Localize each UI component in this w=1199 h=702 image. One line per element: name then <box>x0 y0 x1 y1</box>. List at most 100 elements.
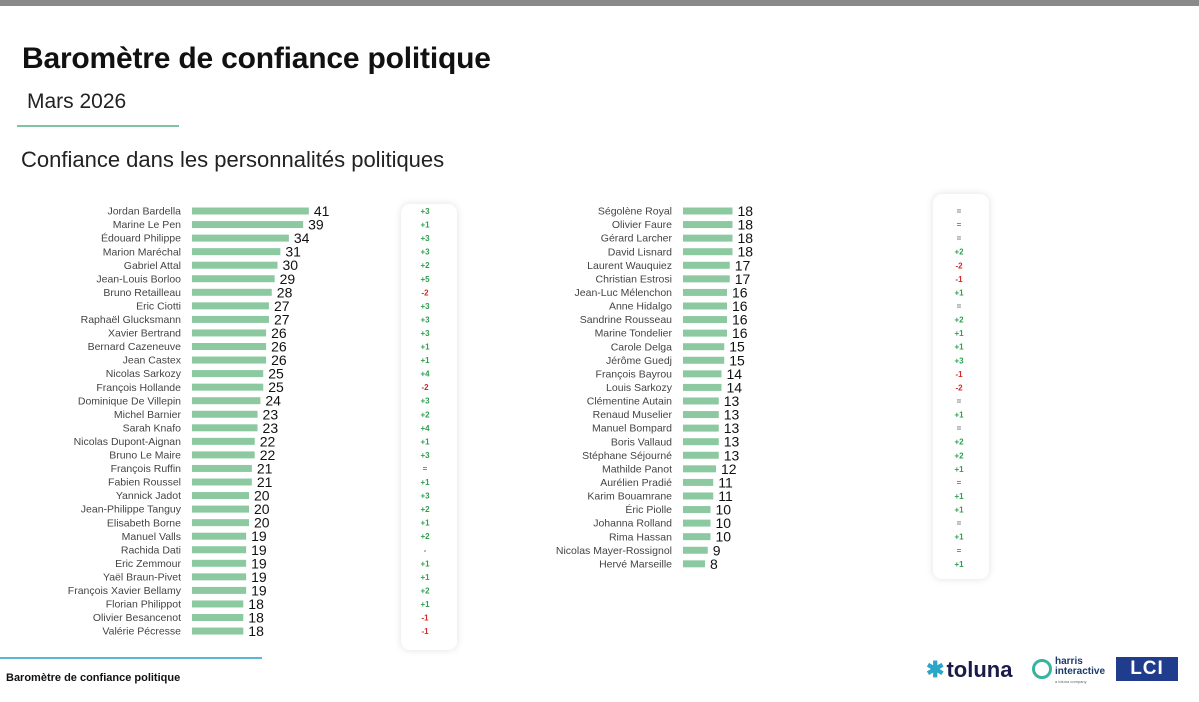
bar <box>192 302 269 310</box>
change-label: -1 <box>955 275 963 284</box>
harris-logo-line1: harris <box>1055 656 1083 667</box>
change-label: = <box>957 424 962 433</box>
top-bar <box>0 0 1199 6</box>
bar <box>683 492 714 500</box>
change-label: +2 <box>420 261 430 270</box>
bar-value-label: 18 <box>738 217 754 233</box>
bar-category-label: Jean Castex <box>123 355 182 367</box>
bar <box>683 478 714 486</box>
bar-category-label: Yannick Jadot <box>116 490 181 502</box>
bar <box>683 288 727 296</box>
change-label: +3 <box>420 492 430 501</box>
change-label: +3 <box>420 315 430 324</box>
bar <box>683 411 719 419</box>
bar-category-label: François Xavier Bellamy <box>68 585 182 597</box>
bar-value-label: 17 <box>735 271 751 287</box>
bar <box>683 506 711 514</box>
bar-value-label: 20 <box>254 501 270 517</box>
bar <box>683 343 725 351</box>
change-label: +1 <box>420 343 430 352</box>
bar-value-label: 18 <box>248 610 264 626</box>
bar-category-label: François Bayrou <box>596 368 673 380</box>
change-label: -1 <box>421 614 429 623</box>
change-label: +4 <box>420 370 430 379</box>
change-label: +3 <box>420 207 430 216</box>
toluna-logo: ✱toluna <box>926 657 1012 683</box>
change-label: - <box>424 546 427 555</box>
change-label: = <box>957 234 962 243</box>
bar <box>192 397 261 405</box>
bar-category-label: Dominique De Villepin <box>78 395 181 407</box>
change-label: = <box>957 207 962 216</box>
toluna-star-icon: ✱ <box>926 657 945 682</box>
bar <box>683 329 727 337</box>
change-label: +2 <box>420 586 430 595</box>
bar <box>683 438 719 446</box>
harris-interactive-logo: harris interactive a toluna company <box>1032 657 1112 687</box>
bar-value-label: 12 <box>721 461 737 477</box>
bar-value-label: 18 <box>738 203 754 219</box>
bar <box>192 315 269 323</box>
bar <box>192 288 272 296</box>
bar-value-label: 18 <box>248 623 264 639</box>
change-label: +5 <box>420 275 430 284</box>
change-label: +2 <box>954 438 964 447</box>
bar <box>192 464 252 472</box>
bar-category-label: Eric Zemmour <box>115 558 181 570</box>
bar-value-label: 30 <box>283 257 299 273</box>
bar-category-label: Michel Barnier <box>114 409 182 421</box>
bar-category-label: Elisabeth Borne <box>107 517 181 529</box>
bar <box>683 546 708 554</box>
bar-value-label: 15 <box>729 339 745 355</box>
change-label: = <box>423 464 428 473</box>
change-label: +1 <box>420 573 430 582</box>
bar-value-label: 25 <box>268 379 284 395</box>
bar-value-label: 16 <box>732 325 748 341</box>
bar-category-label: Anne Hidalgo <box>609 301 672 313</box>
bar-value-label: 10 <box>716 515 732 531</box>
change-label: +2 <box>954 451 964 460</box>
bar <box>192 478 252 486</box>
bar-value-label: 18 <box>738 244 754 260</box>
bar-category-label: Mathilde Panot <box>602 463 672 475</box>
bar-category-label: Fabien Roussel <box>108 477 181 489</box>
bar-category-label: Hervé Marseille <box>599 558 672 570</box>
bar <box>192 586 247 594</box>
bar-category-label: Gabriel Attal <box>124 260 181 272</box>
change-label: +1 <box>420 437 430 446</box>
change-label: +3 <box>420 234 430 243</box>
lci-logo: LCI <box>1116 657 1178 681</box>
bar-category-label: Rachida Dati <box>121 544 181 556</box>
toluna-logo-text: toluna <box>946 657 1013 682</box>
bar-category-label: Jean-Luc Mélenchon <box>575 287 673 299</box>
bar-value-label: 20 <box>254 515 270 531</box>
change-label: +3 <box>420 329 430 338</box>
bar-value-label: 23 <box>263 420 279 436</box>
bar-category-label: Manuel Bompard <box>592 423 672 435</box>
bar-category-label: Yaël Braun-Pivet <box>103 571 181 583</box>
bar-value-label: 10 <box>716 529 732 545</box>
bar-category-label: Raphaël Glucksmann <box>81 314 182 326</box>
bar-value-label: 17 <box>735 257 751 273</box>
bar <box>683 370 722 378</box>
change-label: -2 <box>955 383 963 392</box>
title-underline <box>17 125 179 127</box>
bar-category-label: Manuel Valls <box>122 531 181 543</box>
bar <box>683 221 733 229</box>
bar <box>192 343 267 350</box>
bar-category-label: Florian Philippot <box>106 599 181 611</box>
change-label: +3 <box>420 248 430 257</box>
bar <box>192 505 249 513</box>
bar-category-label: Bruno Retailleau <box>103 287 181 299</box>
change-label: +2 <box>954 248 964 257</box>
change-label: -1 <box>955 370 963 379</box>
change-label: +2 <box>420 410 430 419</box>
bar-category-label: Jérôme Guedj <box>606 355 672 367</box>
bar-value-label: 18 <box>738 230 754 246</box>
change-label: +2 <box>420 505 430 514</box>
bar <box>192 614 244 621</box>
bar-value-label: 23 <box>263 406 279 422</box>
change-label: = <box>957 397 962 406</box>
bar-value-label: 13 <box>724 407 740 423</box>
